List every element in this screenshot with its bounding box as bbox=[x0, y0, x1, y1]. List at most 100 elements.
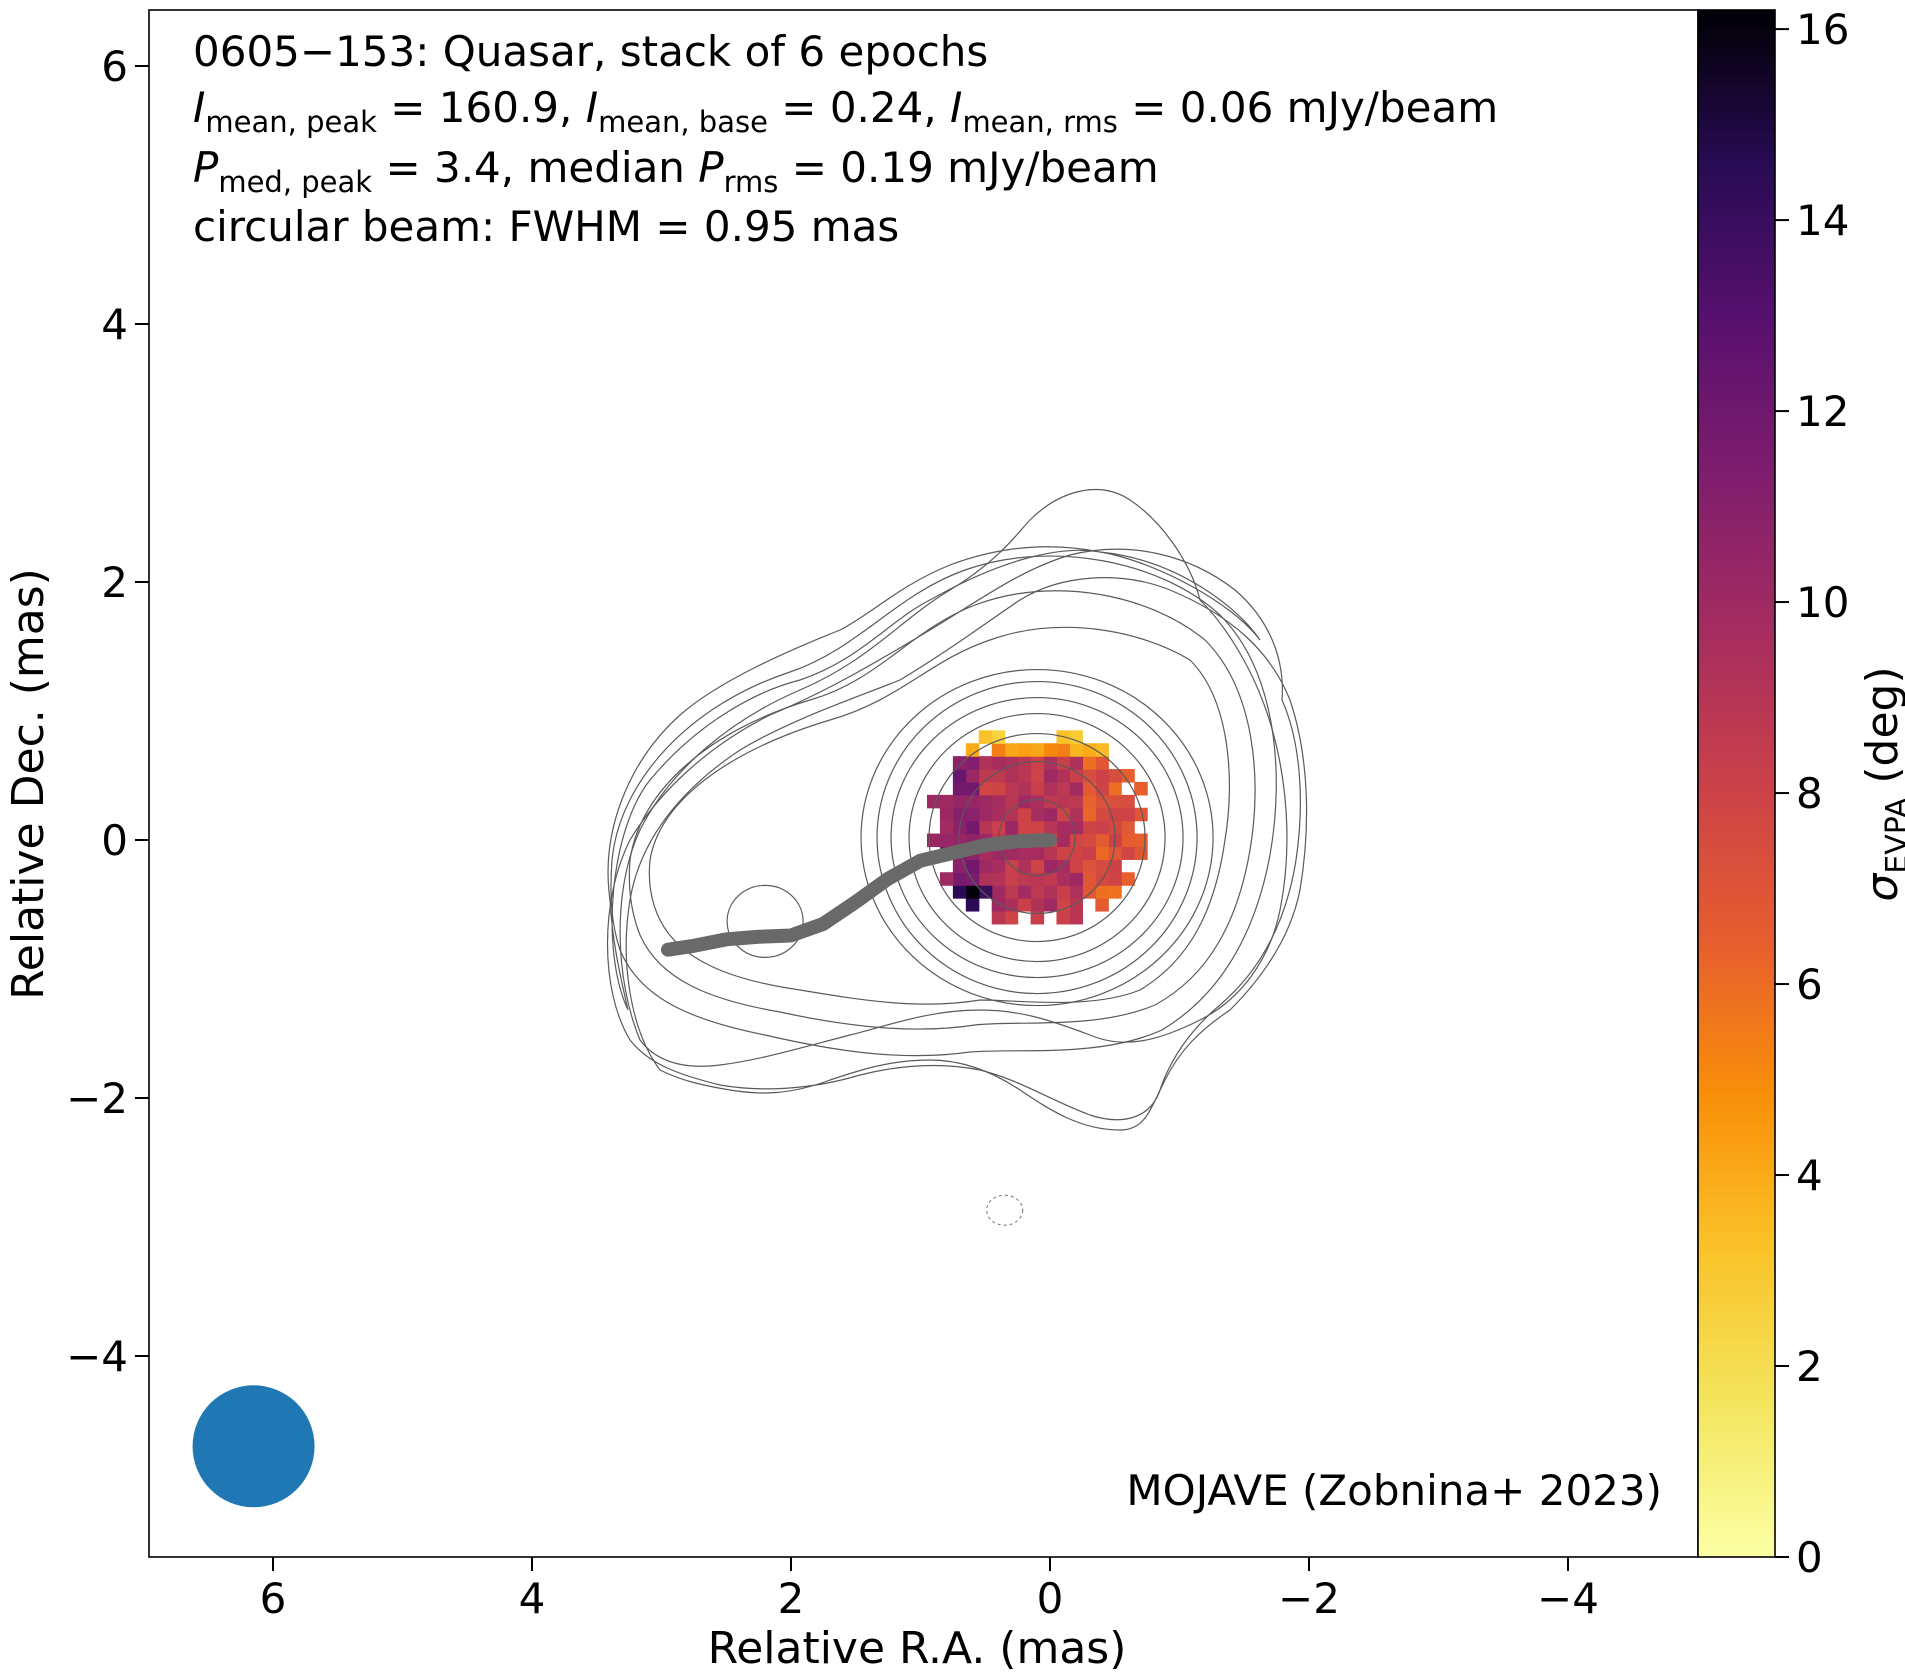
evpa-pixel bbox=[991, 859, 1006, 873]
title-line-1: 0605−153: Quasar, stack of 6 epochs bbox=[193, 27, 988, 76]
evpa-pixel bbox=[1069, 781, 1083, 796]
core-contour bbox=[958, 760, 1116, 915]
evpa-pixel bbox=[1121, 833, 1135, 848]
evpa-pixel bbox=[965, 769, 980, 783]
evpa-pixel bbox=[1017, 820, 1032, 835]
evpa-pixel bbox=[1134, 846, 1148, 860]
jet-contour bbox=[625, 577, 1308, 1131]
evpa-pixel bbox=[991, 898, 1006, 912]
evpa-pixel bbox=[1095, 859, 1109, 873]
colorbar bbox=[1697, 9, 1776, 1558]
evpa-pixel bbox=[978, 794, 993, 809]
colorbar-tick-label: 12 bbox=[1796, 387, 1849, 436]
jet-contour bbox=[648, 626, 1231, 1005]
evpa-pixel bbox=[1082, 743, 1096, 757]
evpa-pixel bbox=[1017, 781, 1032, 796]
evpa-pixel bbox=[952, 756, 967, 770]
evpa-pixel bbox=[965, 885, 980, 899]
colorbar-tick-label: 6 bbox=[1796, 960, 1823, 1009]
jet-contour bbox=[607, 546, 1261, 1011]
evpa-pixel bbox=[1030, 781, 1045, 796]
evpa-pixel bbox=[978, 872, 993, 886]
evpa-pixel bbox=[1030, 898, 1045, 912]
title-line-2: Imean, peak = 160.9, Imean, base = 0.24,… bbox=[193, 83, 1498, 139]
evpa-pixel bbox=[991, 743, 1006, 757]
evpa-pixel bbox=[1082, 820, 1096, 835]
evpa-pixel bbox=[1082, 846, 1096, 860]
evpa-pixel bbox=[1043, 769, 1058, 783]
evpa-pixel bbox=[965, 781, 980, 796]
evpa-pixel bbox=[1043, 872, 1058, 886]
evpa-pixel bbox=[1082, 781, 1096, 796]
evpa-pixel bbox=[952, 885, 967, 899]
evpa-pixel bbox=[1030, 743, 1045, 757]
evpa-pixel bbox=[1082, 794, 1096, 809]
evpa-pixel bbox=[1069, 794, 1083, 809]
evpa-pixel bbox=[1030, 859, 1045, 873]
evpa-pixel bbox=[1043, 885, 1058, 899]
evpa-pixel bbox=[1082, 807, 1096, 822]
evpa-pixel bbox=[1043, 898, 1058, 912]
evpa-pixel bbox=[1095, 807, 1109, 822]
evpa-pixel bbox=[991, 807, 1006, 822]
y-axis: 6 4 2 0 −2 −4 bbox=[66, 42, 149, 1381]
evpa-pixel bbox=[1056, 743, 1071, 757]
title-line-3: Pmed, peak = 3.4, median Prms = 0.19 mJy… bbox=[193, 143, 1159, 199]
evpa-pixel bbox=[1056, 781, 1071, 796]
evpa-pixel bbox=[978, 769, 993, 783]
colorbar-tick-label: 16 bbox=[1796, 5, 1849, 54]
evpa-pixel bbox=[1004, 885, 1019, 899]
evpa-pixel bbox=[1095, 833, 1109, 848]
y-tick-label: −2 bbox=[66, 1074, 128, 1123]
evpa-pixel bbox=[1030, 820, 1045, 835]
evpa-pixel bbox=[1017, 846, 1032, 860]
evpa-pixel bbox=[1043, 807, 1058, 822]
evpa-pixel bbox=[978, 885, 993, 899]
evpa-pixel bbox=[991, 781, 1006, 796]
evpa-pixel bbox=[1030, 769, 1045, 783]
evpa-pixel bbox=[1121, 846, 1135, 860]
evpa-pixel bbox=[1082, 872, 1096, 886]
x-tick-label: 4 bbox=[519, 1574, 546, 1623]
evpa-pixel bbox=[1017, 872, 1032, 886]
beam-ellipse bbox=[192, 1385, 315, 1508]
evpa-pixel bbox=[1108, 807, 1122, 822]
x-tick-label: 6 bbox=[260, 1574, 287, 1623]
x-tick-label: 0 bbox=[1037, 1574, 1064, 1623]
evpa-pixel bbox=[978, 859, 993, 873]
evpa-pixel bbox=[952, 807, 967, 822]
jet-contour bbox=[610, 555, 1277, 1057]
evpa-pixel bbox=[1095, 756, 1109, 770]
evpa-pixel bbox=[1004, 807, 1019, 822]
evpa-pixel bbox=[1043, 743, 1058, 757]
evpa-pixel bbox=[991, 769, 1006, 783]
jet-ridgeline bbox=[660, 833, 1057, 957]
evpa-pixel bbox=[1095, 885, 1109, 899]
evpa-pixel bbox=[1095, 794, 1109, 809]
evpa-pixel bbox=[1043, 781, 1058, 796]
knot-contour bbox=[726, 884, 804, 959]
evpa-pixel bbox=[1069, 769, 1083, 783]
evpa-pixel bbox=[1004, 781, 1019, 796]
jet-contour bbox=[607, 548, 1301, 1121]
evpa-pixel bbox=[1030, 846, 1045, 860]
plot-area bbox=[149, 10, 1698, 1557]
evpa-pixel bbox=[1134, 781, 1148, 796]
y-tick-label: 0 bbox=[101, 816, 128, 865]
evpa-pixel bbox=[991, 885, 1006, 899]
evpa-pixel bbox=[1108, 781, 1122, 796]
evpa-pixel bbox=[1095, 743, 1109, 757]
evpa-pixel bbox=[991, 794, 1006, 809]
evpa-pixel bbox=[1069, 885, 1083, 899]
colorbar-tick-label: 8 bbox=[1796, 769, 1823, 818]
evpa-pixel bbox=[991, 730, 1006, 744]
evpa-pixel bbox=[965, 756, 980, 770]
evpa-pixel bbox=[1069, 743, 1083, 757]
evpa-pixel bbox=[1004, 820, 1019, 835]
evpa-pixel bbox=[965, 820, 980, 835]
colorbar-axis: 0 2 4 6 8 10 12 14 16 bbox=[1775, 5, 1849, 1582]
evpa-pixel bbox=[1017, 898, 1032, 912]
evpa-pixel bbox=[1082, 885, 1096, 899]
negative-contour bbox=[986, 1194, 1024, 1226]
